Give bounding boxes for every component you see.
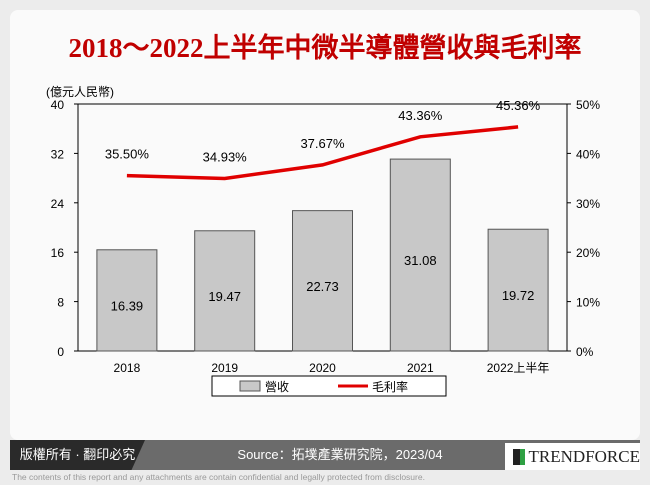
copyright: 版權所有 · 翻印必究 xyxy=(10,440,145,470)
y-axis-label: (億元人民幣) xyxy=(46,85,114,99)
bar-data-label: 22.73 xyxy=(306,279,339,294)
bar-data-label: 19.72 xyxy=(502,288,535,303)
line-data-label: 34.93% xyxy=(203,149,248,164)
chart: (億元人民幣) 0 8 16 24 32 40 0% 10% 20% 30% 40% 50% 16.39 2… xyxy=(46,85,600,397)
y2-tick-label: 50% xyxy=(576,98,600,112)
y-tick-label: 40 xyxy=(51,98,65,112)
source: Source：拓墣產業研究院，2023/04 xyxy=(237,447,443,462)
y2-tick-label: 30% xyxy=(576,197,600,211)
x-tick-label: 2020 xyxy=(309,361,336,375)
trendforce-logo: TRENDFORCE xyxy=(505,443,640,470)
bar-data-label: 16.39 xyxy=(111,298,144,313)
y2-tick-label: 40% xyxy=(576,147,600,161)
bar xyxy=(487,228,549,352)
x-tick-label: 2018 xyxy=(114,361,141,375)
bar-data-label: 19.47 xyxy=(208,289,241,304)
chart-title: 2018～2022上半年中微半導體營收與毛利率 xyxy=(68,33,582,63)
legend-bar-label: 營收 xyxy=(265,380,289,394)
y-tick-label: 0 xyxy=(57,345,64,359)
bar-data-label: 31.08 xyxy=(404,253,437,268)
disclaimer: The contents of this report and any atta… xyxy=(12,472,425,482)
line-margin xyxy=(126,125,519,181)
y2-tick-label: 0% xyxy=(576,345,594,359)
legend xyxy=(211,375,447,397)
line-data-label: 43.36% xyxy=(398,108,443,123)
bar xyxy=(194,230,256,352)
logo-text: TRENDFORCE xyxy=(528,446,640,466)
bar xyxy=(389,158,451,352)
x-tick-label: 2022上半年 xyxy=(487,361,550,375)
y2-tick-label: 10% xyxy=(576,296,600,310)
line-data-label: 37.67% xyxy=(300,136,345,151)
x-tick-label: 2021 xyxy=(407,361,434,375)
legend-line-label: 毛利率 xyxy=(372,379,408,394)
legend-bar-swatch xyxy=(239,380,261,392)
bar xyxy=(292,210,353,352)
y2-tick-label: 20% xyxy=(576,246,600,260)
y-tick-label: 32 xyxy=(51,147,65,161)
logo-icon xyxy=(513,448,525,465)
y-tick-label: 24 xyxy=(51,197,65,211)
line-data-label: 45.36% xyxy=(496,98,541,113)
y-tick-label: 8 xyxy=(57,296,64,310)
bar xyxy=(96,249,158,352)
y-tick-label: 16 xyxy=(51,246,65,260)
line-data-label: 35.50% xyxy=(105,147,150,162)
x-tick-label: 2019 xyxy=(211,361,238,375)
